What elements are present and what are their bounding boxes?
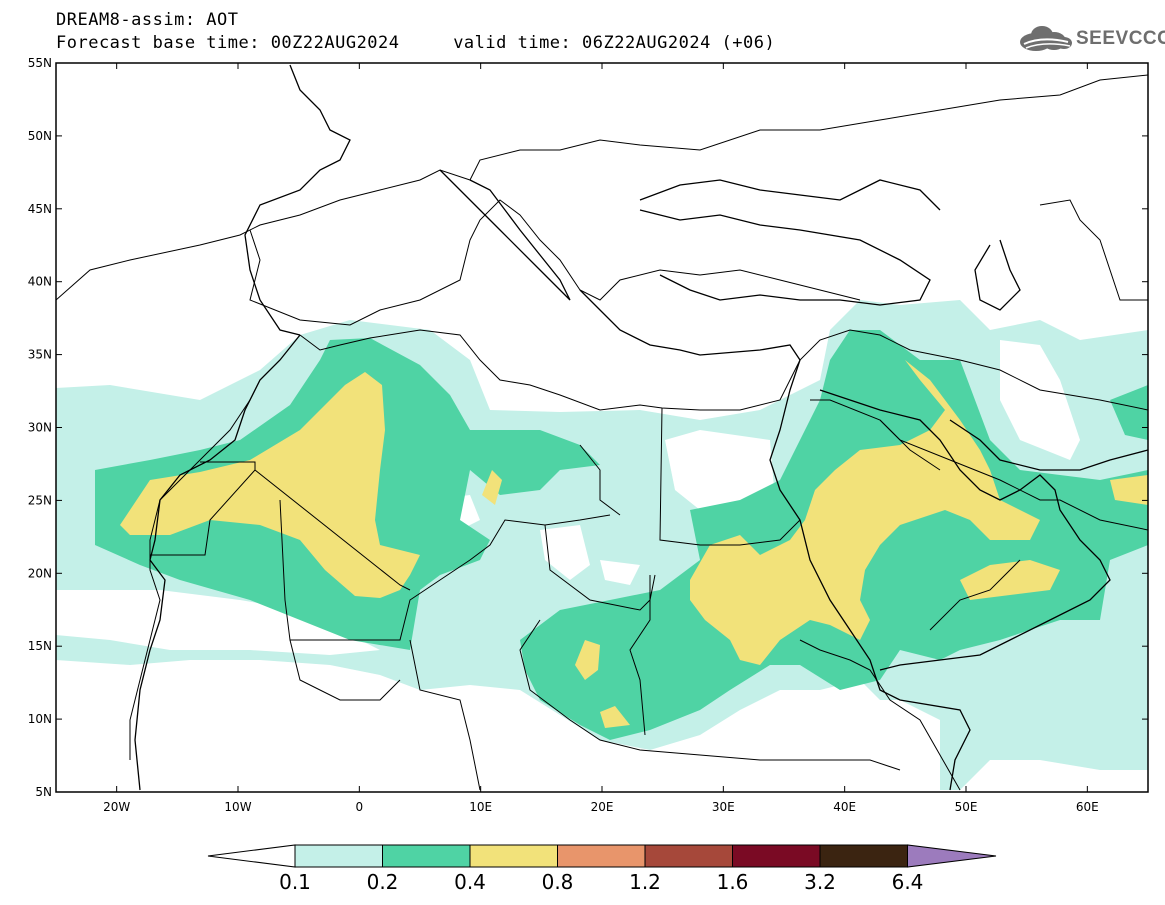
aot-low-hole [56,590,380,655]
lon-tick-label: 20W [103,800,130,814]
colorbar-label: 0.8 [542,870,574,894]
colorbar-label: 1.6 [717,870,749,894]
country-borders [56,74,1148,791]
colorbar-arrow-high [907,844,997,868]
colorbar-swatch [819,844,908,868]
colorbar-swatch [382,844,471,868]
coastlines [134,64,1148,791]
lat-tick-label: 30N [28,421,52,435]
lon-tick-label: 0 [356,800,364,814]
colorbar: 0.1 0.2 0.4 0.8 1.2 1.6 3.2 6.4 [207,844,997,894]
lat-tick-label: 10N [28,712,52,726]
aot-band-0.2 [1110,385,1148,440]
aot-band-0.4 [600,706,630,728]
lon-tick-label: 40E [833,800,856,814]
colorbar-label: 6.4 [892,870,924,894]
colorbar-arrow-low [207,844,296,868]
logo-text: SEEVCCC [1076,28,1165,49]
lat-tick-label: 25N [28,493,52,507]
lat-tick-label: 5N [35,785,52,799]
title-line-2: Forecast base time: 00Z22AUG2024 valid t… [56,33,776,53]
colorbar-label: 0.2 [367,870,399,894]
aot-low-hole [600,560,640,585]
aot-band-0.4 [575,640,600,680]
aot-band-0.4 [1110,475,1148,505]
lon-tick-label: 10E [469,800,492,814]
aot-band-0.4 [960,560,1060,600]
lat-tick-label: 15N [28,639,52,653]
colorbar-label: 1.2 [629,870,661,894]
lat-tick-label: 50N [28,129,52,143]
colorbar-swatch [557,844,646,868]
lat-tick-label: 45N [28,202,52,216]
aot-low-hole [540,525,590,580]
colorbar-label: 0.4 [454,870,486,894]
colorbar-label: 3.2 [804,870,836,894]
lat-tick-label: 40N [28,275,52,289]
title-line-1: DREAM8-assim: AOT [56,10,239,30]
cloud-icon [1020,26,1072,51]
colorbar-swatch [644,844,733,868]
lat-tick-group: 55N 50N 45N 40N 35N 30N 25N 20N 15N 10N 5N [28,56,1148,799]
aot-band-0.4 [482,470,502,505]
colorbar-swatch [469,844,558,868]
lon-tick-label: 60E [1076,800,1099,814]
lat-tick-label: 35N [28,348,52,362]
aot-field [56,300,1148,790]
lon-tick-label: 30E [712,800,735,814]
colorbar-label: 0.1 [279,870,311,894]
lat-tick-label: 20N [28,566,52,580]
lon-tick-group: 20W 10W 0 10E 20E 30E 40E 50E 60E [103,63,1099,814]
seevccc-logo [1020,26,1072,51]
lon-tick-label: 50E [955,800,978,814]
lon-tick-label: 10W [224,800,251,814]
aot-low-hole [665,430,775,515]
colorbar-swatch [294,844,383,868]
aot-low-hole [1000,340,1080,460]
aot-band-0.4 [690,345,1040,665]
lat-tick-label: 55N [28,56,52,70]
colorbar-swatch [732,844,821,868]
lon-tick-label: 20E [591,800,614,814]
